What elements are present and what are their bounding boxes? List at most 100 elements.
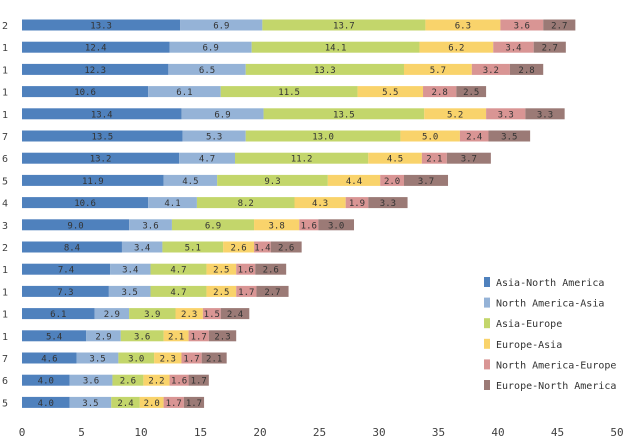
- x-tick-label: 45: [551, 426, 564, 439]
- y-tick-label: 1: [2, 65, 8, 76]
- data-label: 6.5: [199, 66, 215, 76]
- bar-segment: [112, 374, 144, 386]
- y-tick-labels: 2 1 1 1 1 7 6 5 4 3 2 1 1 1 1 7 6 5: [2, 21, 8, 409]
- data-label: 2.5: [463, 88, 479, 98]
- data-label: 3.0: [328, 221, 344, 231]
- bar-segment: [425, 19, 501, 31]
- bars-group: 13.3 6.9 13.7 6.3 3.6 2.7 12.4 6.9 14.1 6.2 3.4 2.7…: [22, 19, 576, 409]
- y-tick-label: 7: [2, 354, 8, 365]
- bar-segment: [76, 352, 119, 364]
- data-label: 3.7: [461, 155, 477, 165]
- data-label: 1.7: [191, 377, 207, 387]
- bar-segment: [129, 308, 176, 320]
- data-label: 3.5: [82, 399, 98, 409]
- data-label: 2.1: [426, 155, 442, 165]
- y-tick-label: 1: [2, 265, 8, 276]
- bar-segment: [459, 130, 489, 142]
- legend-swatch: [484, 297, 490, 308]
- data-label: 6.9: [205, 221, 221, 231]
- bar-segment: [223, 241, 255, 253]
- data-label: 3.8: [269, 221, 285, 231]
- data-label: 5.7: [430, 66, 446, 76]
- bar-segment: [108, 285, 151, 297]
- data-label: 12.3: [84, 66, 106, 76]
- bar-segment: [270, 241, 302, 253]
- x-tick-label: 40: [491, 426, 504, 439]
- x-tick-label: 0: [19, 426, 26, 439]
- bar-segment: [22, 352, 77, 364]
- bar-segment: [357, 86, 424, 98]
- data-label: 11.2: [291, 155, 313, 165]
- data-label: 2.9: [95, 332, 111, 342]
- bar-segment: [318, 219, 355, 231]
- data-label: 7.4: [58, 266, 74, 276]
- data-label: 13.4: [91, 110, 113, 120]
- data-label: 3.5: [89, 355, 105, 365]
- bar-segment: [154, 352, 182, 364]
- data-label: 13.2: [90, 155, 112, 165]
- bar-segment: [509, 63, 544, 75]
- data-label: 12.4: [85, 44, 107, 54]
- data-label: 4.1: [164, 199, 180, 209]
- bar-segment: [169, 374, 189, 386]
- data-label: 2.3: [181, 310, 197, 320]
- x-tick-label: 30: [372, 426, 385, 439]
- data-label: 3.0: [128, 355, 144, 365]
- bar-segment: [179, 152, 236, 164]
- data-label: 2.7: [542, 44, 558, 54]
- bar-segment: [421, 152, 447, 164]
- data-label: 9.0: [67, 221, 83, 231]
- bar-segment: [69, 374, 113, 386]
- data-label: 6.1: [50, 310, 66, 320]
- y-tick-label: 1: [2, 287, 8, 298]
- y-tick-label: 6: [2, 376, 8, 387]
- bar-segment: [148, 197, 197, 209]
- bar-segment: [175, 308, 203, 320]
- bar-segment: [236, 285, 257, 297]
- y-tick-label: 5: [2, 398, 8, 409]
- legend-swatch: [484, 277, 490, 287]
- bar-segment: [181, 352, 202, 364]
- bar-segment: [22, 41, 170, 53]
- data-label: 3.6: [514, 22, 530, 32]
- bar-segment: [181, 108, 264, 120]
- legend-label: North America-Asia: [496, 299, 604, 310]
- y-tick-label: 1: [2, 88, 8, 99]
- data-label: 13.3: [90, 22, 112, 32]
- bar-segment: [220, 308, 250, 320]
- bar-segment: [446, 152, 491, 164]
- data-label: 3.5: [122, 288, 138, 298]
- data-label: 2.0: [144, 399, 160, 409]
- data-label: 13.7: [333, 22, 355, 32]
- bar-segment: [486, 108, 526, 120]
- bar-segment: [424, 108, 487, 120]
- bar-segment: [22, 19, 181, 31]
- data-label: 5.4: [46, 332, 62, 342]
- bar-segment: [208, 330, 237, 342]
- x-tick-label: 50: [610, 426, 623, 439]
- data-label: 10.6: [74, 199, 96, 209]
- data-label: 6.2: [448, 44, 464, 54]
- bar-segment: [22, 374, 70, 386]
- y-tick-label: 1: [2, 332, 8, 343]
- bar-segment: [163, 396, 184, 408]
- bar-segment: [22, 330, 87, 342]
- legend-label: Asia-North America: [496, 278, 604, 289]
- data-label: 3.7: [418, 177, 434, 187]
- data-label: 2.1: [206, 355, 222, 365]
- bar-segment: [110, 263, 151, 275]
- bar-segment: [245, 63, 404, 75]
- bar-segment: [94, 308, 130, 320]
- legend-swatch: [484, 338, 490, 349]
- data-label: 3.9: [144, 310, 160, 320]
- bar-segment: [488, 130, 531, 142]
- bar-segment: [533, 41, 566, 53]
- bar-segment: [419, 41, 494, 53]
- data-label: 4.6: [41, 355, 57, 365]
- data-label: 1.6: [238, 266, 254, 276]
- bar-segment: [202, 308, 221, 320]
- bar-segment: [86, 330, 121, 342]
- bar-segment: [188, 374, 209, 386]
- bar-segment: [254, 241, 271, 253]
